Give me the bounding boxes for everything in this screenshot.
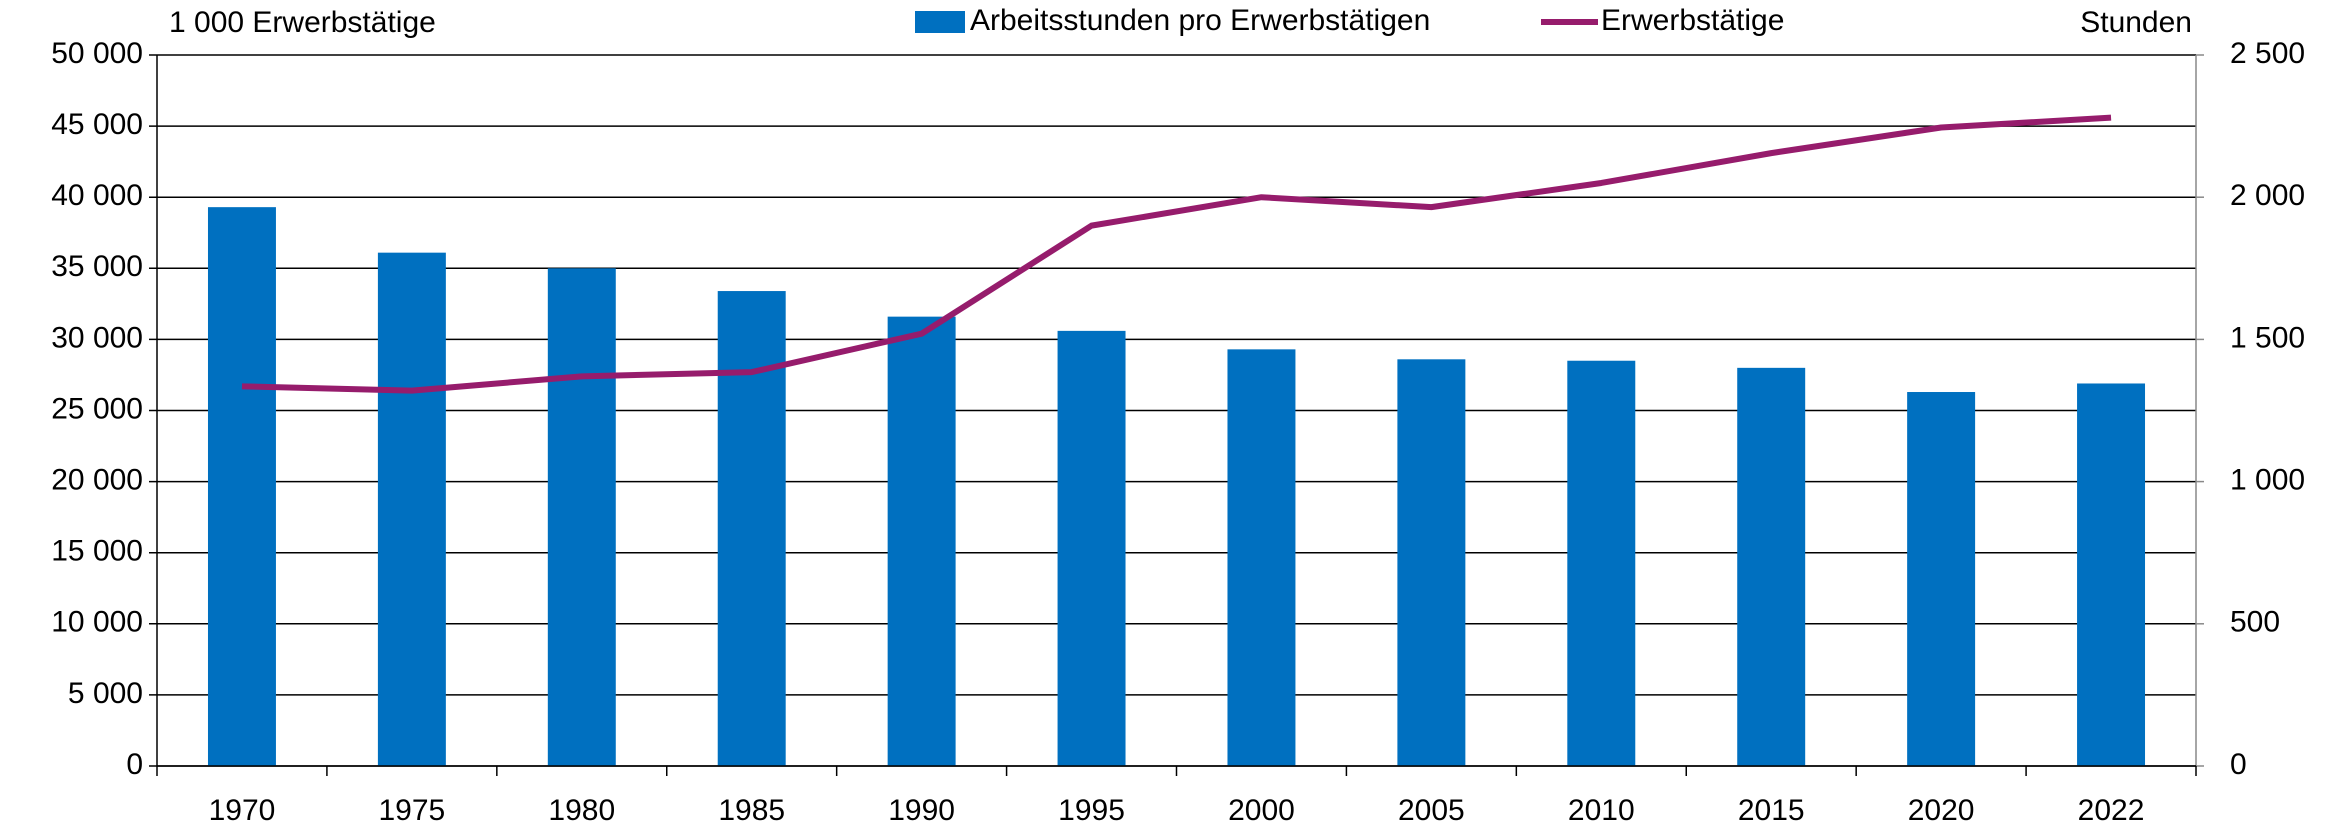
bar <box>377 252 446 766</box>
y-tick-label: 30 000 <box>51 321 143 354</box>
x-tick-label: 2000 <box>1228 794 1295 827</box>
x-tick-label: 1970 <box>209 794 276 827</box>
y-tick-label: 45 000 <box>51 108 143 141</box>
x-tick-label: 2020 <box>1908 794 1975 827</box>
y2-tick-label: 0 <box>2230 748 2247 781</box>
x-tick-label: 1985 <box>718 794 785 827</box>
bar <box>1737 367 1806 766</box>
y2-tick-label: 2 000 <box>2230 179 2305 212</box>
y-tick-label: 25 000 <box>51 392 143 425</box>
x-tick-label: 1975 <box>379 794 446 827</box>
y2-tick-label: 500 <box>2230 606 2280 639</box>
y-tick-label: 20 000 <box>51 464 143 497</box>
bar <box>717 291 786 766</box>
x-tick-label: 1980 <box>548 794 615 827</box>
x-tick-label: 2015 <box>1738 794 1805 827</box>
x-tick-label: 2005 <box>1398 794 1465 827</box>
bar <box>547 268 616 766</box>
x-tick-label: 1990 <box>888 794 955 827</box>
y-tick-label: 50 000 <box>51 37 143 70</box>
bar <box>1397 359 1466 766</box>
bar <box>1567 360 1636 766</box>
legend-swatch <box>915 11 965 33</box>
line <box>241 114 2112 394</box>
y-tick-label: 35 000 <box>51 250 143 283</box>
x-tick-label: 1995 <box>1058 794 1125 827</box>
y-tick-label: 5 000 <box>68 677 143 710</box>
y2-axis-label: Stunden <box>2080 6 2192 39</box>
y2-tick-label: 1 500 <box>2230 321 2305 354</box>
bar <box>887 316 956 766</box>
legend-label: Arbeitsstunden pro Erwerbstätigen <box>970 4 1430 37</box>
y2-tick-label: 2 500 <box>2230 37 2305 70</box>
x-tick-label: 2022 <box>2078 794 2145 827</box>
y-tick-label: 15 000 <box>51 535 143 568</box>
y-tick-label: 40 000 <box>51 179 143 212</box>
bar <box>1057 330 1126 766</box>
bar <box>207 207 276 767</box>
bar <box>2077 383 2146 766</box>
y-tick-label: 0 <box>126 748 143 781</box>
y2-tick-label: 1 000 <box>2230 464 2305 497</box>
bar <box>1227 349 1296 766</box>
y-tick-label: 10 000 <box>51 606 143 639</box>
legend-label: Erwerbstätige <box>1601 4 1784 37</box>
y-axis-label: 1 000 Erwerbstätige <box>169 6 436 39</box>
x-tick-label: 2010 <box>1568 794 1635 827</box>
bar <box>1907 392 1976 766</box>
